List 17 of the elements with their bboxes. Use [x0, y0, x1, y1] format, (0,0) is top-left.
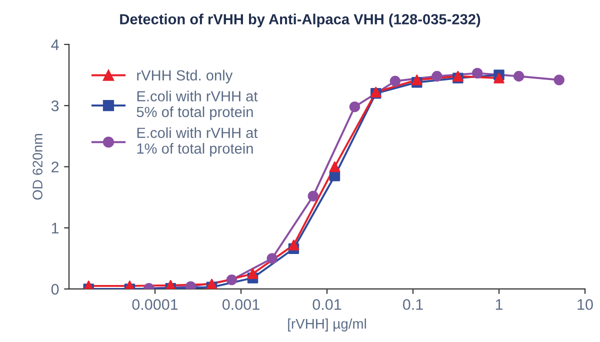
y-tick-label: 2	[52, 162, 59, 172]
y-axis-title: OD 620nm	[32, 134, 42, 200]
x-axis-title: [rVHH] µg/ml	[288, 318, 366, 332]
x-tick-label: 10	[578, 299, 593, 310]
x-tick-label: 1	[496, 299, 503, 310]
x-tick-label: 0.1	[402, 299, 423, 310]
y-tick-label: 4	[51, 39, 59, 50]
chart-title: Detection of rVHH by Anti-Alpaca VHH (128-035-232)	[120, 14, 480, 28]
x-tick-label: 0.0001	[132, 299, 178, 310]
legend-label: E.coli with rVHH at 5% of total protein	[136, 90, 258, 120]
x-tick-label: 0.001	[222, 299, 260, 310]
y-tick-label: 1	[52, 222, 59, 234]
x-tick-label: 0.01	[312, 299, 342, 310]
legend-label: E.coli with rVHH at 1% of total protein	[137, 127, 258, 157]
y-tick-label: 0	[51, 284, 59, 295]
y-tick-label: 3	[51, 100, 59, 112]
legend-label: rVHH Std. only	[137, 70, 233, 84]
